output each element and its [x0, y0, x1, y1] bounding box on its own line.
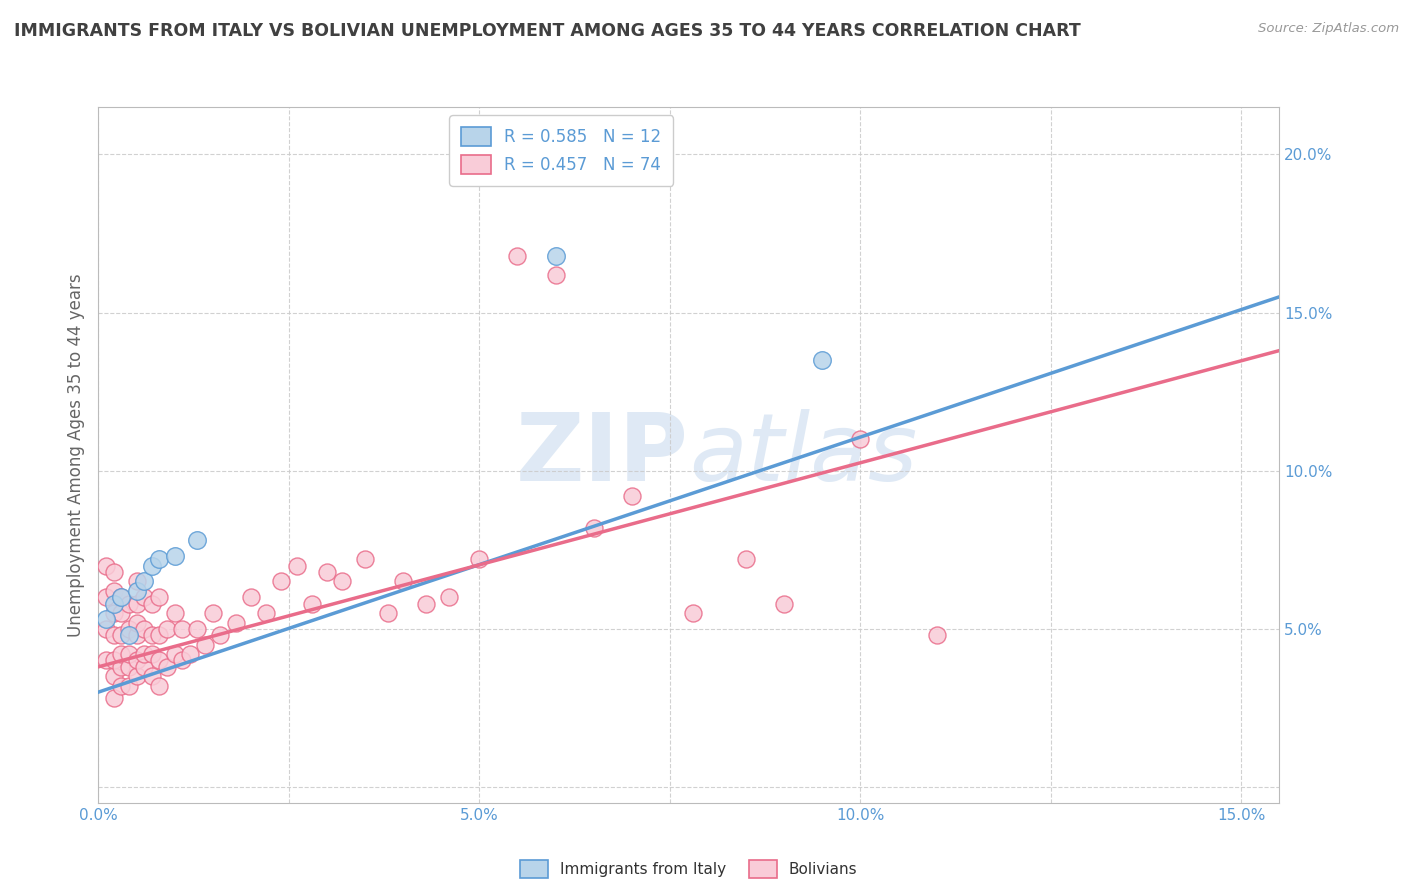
Point — [125, 574, 148, 589]
Point — [682, 606, 704, 620]
Point — [103, 606, 125, 620]
Point — [330, 574, 353, 589]
Legend: Immigrants from Italy, Bolivians: Immigrants from Italy, Bolivians — [513, 853, 865, 886]
Point — [141, 647, 163, 661]
Text: IMMIGRANTS FROM ITALY VS BOLIVIAN UNEMPLOYMENT AMONG AGES 35 TO 44 YEARS CORRELA: IMMIGRANTS FROM ITALY VS BOLIVIAN UNEMPL… — [14, 22, 1081, 40]
Point — [141, 669, 163, 683]
Point — [186, 622, 208, 636]
Point — [506, 249, 529, 263]
Point — [225, 615, 247, 630]
Point — [194, 638, 217, 652]
Point — [134, 591, 156, 605]
Point — [186, 533, 208, 548]
Point — [377, 606, 399, 620]
Text: atlas: atlas — [689, 409, 917, 500]
Point — [110, 591, 132, 605]
Point — [94, 612, 117, 626]
Point — [163, 647, 186, 661]
Point — [94, 591, 117, 605]
Point — [103, 653, 125, 667]
Point — [118, 628, 141, 642]
Point — [118, 622, 141, 636]
Point — [125, 597, 148, 611]
Point — [148, 628, 170, 642]
Point — [148, 653, 170, 667]
Point — [468, 552, 491, 566]
Point — [94, 653, 117, 667]
Point — [148, 552, 170, 566]
Point — [110, 647, 132, 661]
Point — [134, 622, 156, 636]
Point — [125, 669, 148, 683]
Point — [94, 622, 117, 636]
Point — [148, 679, 170, 693]
Point — [148, 591, 170, 605]
Text: Source: ZipAtlas.com: Source: ZipAtlas.com — [1258, 22, 1399, 36]
Point — [582, 521, 605, 535]
Point — [141, 558, 163, 573]
Point — [103, 597, 125, 611]
Point — [110, 679, 132, 693]
Point — [125, 583, 148, 598]
Point — [156, 660, 179, 674]
Point — [141, 597, 163, 611]
Point — [735, 552, 758, 566]
Point — [179, 647, 201, 661]
Point — [544, 268, 567, 282]
Point — [118, 679, 141, 693]
Point — [415, 597, 437, 611]
Point — [849, 432, 872, 446]
Point — [118, 647, 141, 661]
Point — [110, 606, 132, 620]
Point — [270, 574, 292, 589]
Point — [118, 660, 141, 674]
Point — [134, 660, 156, 674]
Point — [103, 628, 125, 642]
Point — [285, 558, 308, 573]
Point — [437, 591, 460, 605]
Point — [103, 583, 125, 598]
Point — [156, 622, 179, 636]
Point — [209, 628, 232, 642]
Point — [354, 552, 377, 566]
Point — [118, 597, 141, 611]
Point — [254, 606, 277, 620]
Point — [163, 606, 186, 620]
Point — [110, 591, 132, 605]
Point — [94, 558, 117, 573]
Point — [172, 653, 194, 667]
Point — [201, 606, 224, 620]
Point — [125, 628, 148, 642]
Point — [110, 660, 132, 674]
Point — [125, 615, 148, 630]
Point — [141, 628, 163, 642]
Point — [103, 669, 125, 683]
Point — [125, 653, 148, 667]
Point — [392, 574, 415, 589]
Point — [316, 565, 339, 579]
Text: ZIP: ZIP — [516, 409, 689, 501]
Point — [172, 622, 194, 636]
Point — [134, 574, 156, 589]
Point — [544, 249, 567, 263]
Point — [103, 691, 125, 706]
Y-axis label: Unemployment Among Ages 35 to 44 years: Unemployment Among Ages 35 to 44 years — [66, 273, 84, 637]
Point — [103, 565, 125, 579]
Point — [301, 597, 323, 611]
Point — [620, 489, 643, 503]
Point — [239, 591, 262, 605]
Point — [134, 647, 156, 661]
Point — [811, 353, 834, 368]
Point — [925, 628, 948, 642]
Point — [163, 549, 186, 563]
Point — [110, 628, 132, 642]
Point — [773, 597, 796, 611]
